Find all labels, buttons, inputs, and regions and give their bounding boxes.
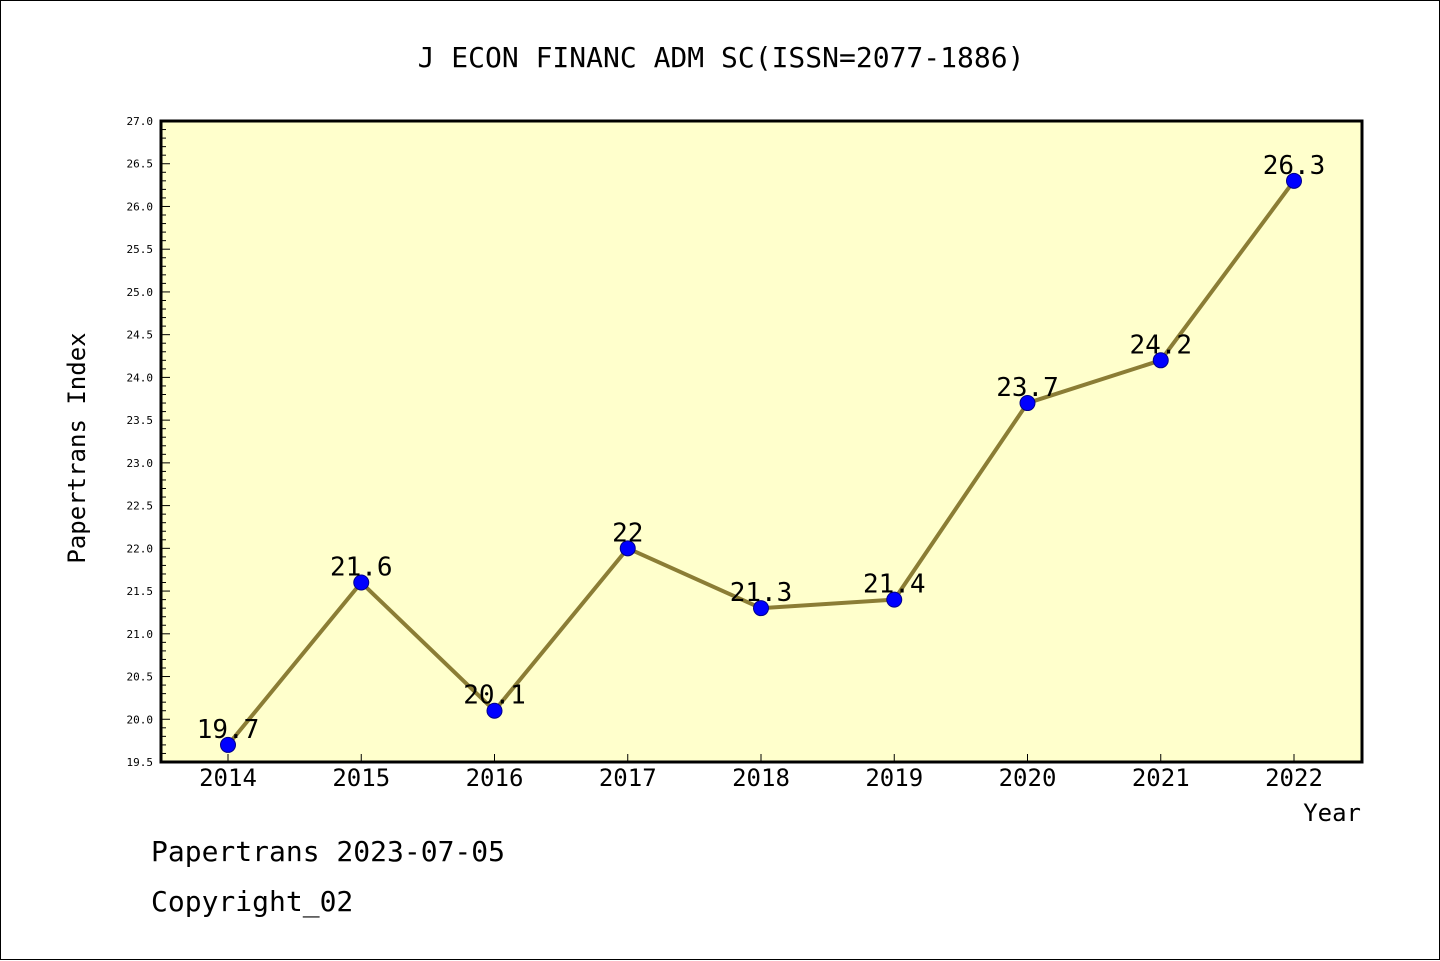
x-tick-label: 2020 [999, 764, 1057, 792]
data-label: 20.1 [463, 681, 526, 711]
y-tick-label: 20.5 [127, 671, 154, 684]
y-tick-label: 25.0 [127, 286, 154, 299]
data-point [220, 736, 236, 753]
series-layer: 19.7 21.6 20.1 22 21.3 21.4 23.7 24.2 26.3 [197, 151, 1326, 753]
y-tick-label: 24.5 [127, 329, 154, 342]
y-axis: 19.5 20.0 20.5 21.0 21.5 22.0 22.5 23.0 23.5 24.0… [127, 115, 170, 769]
y-tick-label: 23.5 [127, 414, 154, 427]
plot-area [159, 119, 1364, 764]
y-tick-label: 20.0 [127, 713, 154, 726]
y-tick-label: 24.0 [127, 371, 154, 384]
x-axis: 2014 2015 2016 2017 2018 2019 2020 2021 2022 [199, 754, 1323, 792]
data-point [619, 540, 636, 557]
data-point [753, 600, 769, 617]
data-point [486, 702, 503, 719]
x-tick-label: 2018 [732, 764, 790, 792]
data-point [353, 574, 370, 591]
y-tick-label: 25.5 [127, 243, 154, 256]
data-point [1152, 352, 1169, 369]
y-tick-label: 26.5 [127, 158, 154, 171]
x-tick-label: 2022 [1265, 764, 1323, 792]
x-tick-label: 2021 [1132, 764, 1190, 792]
data-label: 26.3 [1263, 151, 1326, 181]
x-tick-label: 2014 [199, 764, 257, 792]
y-tick-label: 26.0 [127, 200, 154, 213]
x-tick-label: 2017 [599, 764, 657, 792]
x-axis-label: Year [1303, 799, 1361, 827]
y-tick-label: 21.5 [127, 585, 154, 598]
data-point [1286, 172, 1302, 189]
y-tick-label: 19.5 [127, 756, 154, 769]
data-label: 24.2 [1129, 330, 1192, 360]
x-tick-label: 2019 [865, 764, 923, 792]
y-tick-label: 21.0 [127, 628, 154, 641]
data-label: 21.4 [863, 570, 926, 600]
footer-date: Papertrans 2023-07-05 [151, 835, 506, 868]
y-tick-label: 22.5 [127, 500, 154, 513]
chart-title: J ECON FINANC ADM SC(ISSN=2077-1886) [418, 41, 1025, 74]
x-tick-label: 2015 [332, 764, 390, 792]
data-label: 19.7 [197, 715, 260, 745]
data-point [1019, 395, 1036, 412]
data-label: 22 [612, 518, 643, 548]
x-tick-label: 2016 [466, 764, 524, 792]
data-label: 21.3 [730, 578, 793, 608]
y-tick-label: 22.0 [127, 542, 154, 555]
footer-copyright: Copyright_02 [151, 885, 354, 918]
y-tick-label: 23.0 [127, 457, 154, 470]
y-axis-label: Papertrans Index [63, 332, 91, 563]
data-label: 23.7 [996, 373, 1059, 403]
y-tick-label: 27.0 [127, 115, 154, 128]
data-point [886, 591, 903, 608]
data-label: 21.6 [330, 553, 393, 583]
